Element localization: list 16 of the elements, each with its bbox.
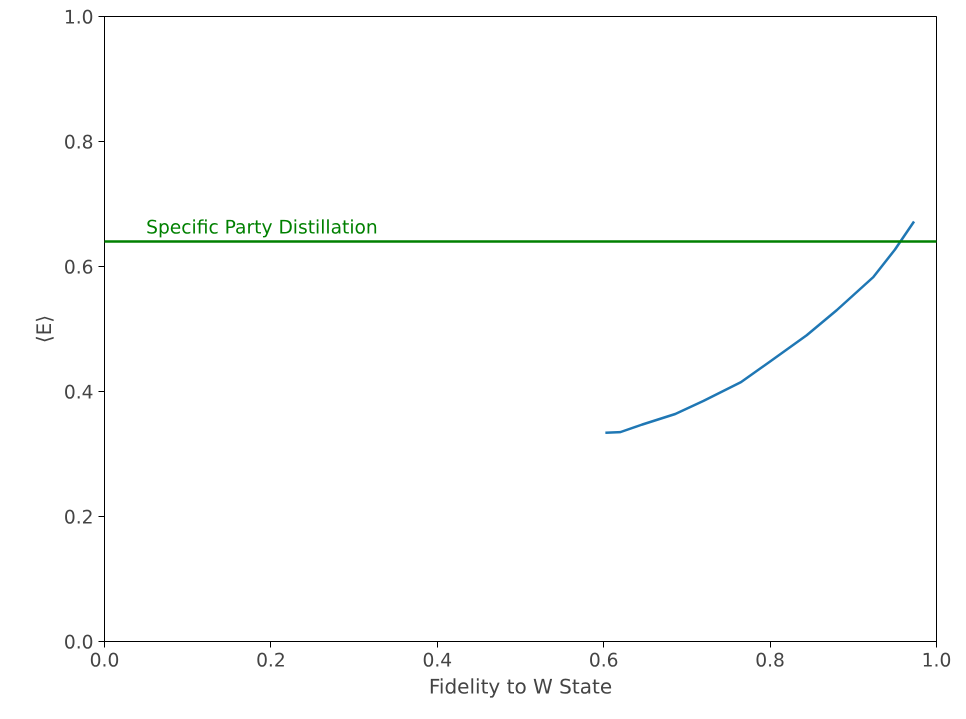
ref-line-label: Specific Party Distillation: [146, 218, 378, 238]
y-tick-label: 0.8: [64, 132, 94, 154]
x-tick-label: 0.8: [755, 650, 785, 672]
line-series: [604, 220, 916, 434]
x-axis-title: Fidelity to W State: [428, 674, 612, 698]
x-tick-label: 0.4: [422, 650, 452, 672]
x-tick-label: 1.0: [922, 650, 952, 672]
y-tick-label: 0.2: [64, 508, 94, 528]
y-tick-label: 0.6: [64, 258, 94, 278]
y-tick-label: 0.4: [64, 382, 94, 404]
x-tick-label: 0.2: [256, 650, 286, 672]
y-tick-label: 1.0: [64, 8, 94, 28]
y-axis-title: ⟨E⟩: [32, 314, 56, 344]
x-tick-label: 0.0: [90, 650, 120, 672]
x-tick-label: 0.6: [588, 650, 619, 672]
y-tick-label: 0.0: [64, 632, 94, 654]
